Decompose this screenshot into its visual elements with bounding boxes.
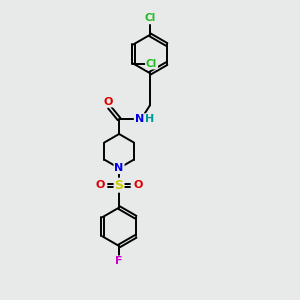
Text: Cl: Cl: [146, 58, 157, 69]
Text: O: O: [104, 97, 113, 106]
Text: O: O: [134, 180, 143, 190]
Text: Cl: Cl: [144, 14, 156, 23]
Text: H: H: [146, 114, 154, 124]
Text: F: F: [115, 256, 123, 266]
Text: N: N: [114, 163, 124, 173]
Text: N: N: [135, 114, 144, 124]
Text: S: S: [115, 179, 124, 192]
Text: O: O: [95, 180, 105, 190]
